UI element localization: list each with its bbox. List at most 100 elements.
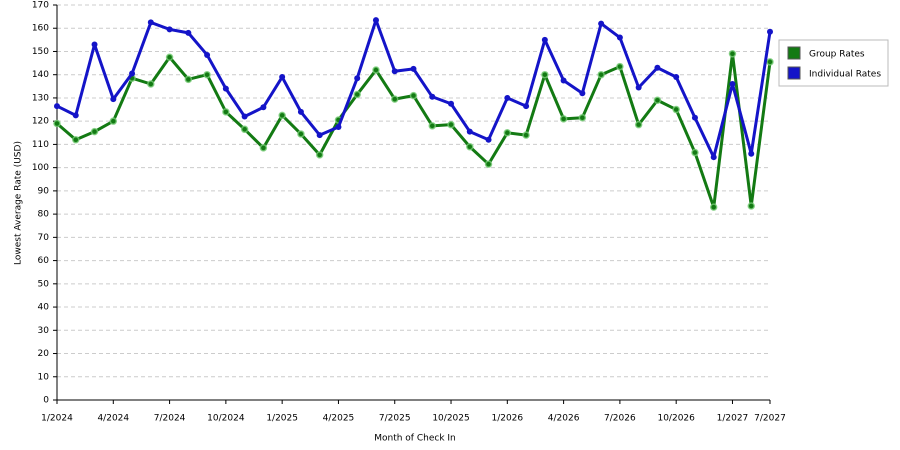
y-tick-label: 160 bbox=[32, 24, 49, 34]
data-point bbox=[672, 105, 680, 114]
data-point bbox=[504, 94, 511, 101]
x-tick-label: 10/2024 bbox=[207, 414, 245, 424]
data-point bbox=[522, 131, 530, 139]
y-tick-label: 20 bbox=[38, 349, 50, 359]
data-point bbox=[691, 114, 698, 121]
data-point bbox=[72, 112, 79, 119]
data-point bbox=[297, 108, 304, 115]
data-point bbox=[634, 120, 643, 129]
data-point bbox=[616, 34, 623, 41]
x-tick-label: 4/2025 bbox=[323, 414, 355, 424]
data-point bbox=[710, 154, 717, 161]
y-tick-label: 100 bbox=[32, 163, 49, 173]
data-point bbox=[222, 108, 230, 116]
data-point bbox=[185, 29, 192, 36]
data-point bbox=[372, 66, 380, 74]
y-tick-label: 50 bbox=[38, 279, 50, 289]
data-point bbox=[728, 50, 737, 58]
data-point bbox=[316, 132, 323, 139]
data-point bbox=[466, 142, 474, 151]
data-point bbox=[166, 26, 173, 33]
legend-swatch bbox=[787, 46, 801, 60]
series-line bbox=[56, 52, 772, 209]
data-point bbox=[165, 53, 174, 62]
data-point bbox=[110, 96, 117, 103]
data-point bbox=[766, 58, 774, 66]
data-point bbox=[448, 100, 455, 107]
data-point bbox=[409, 91, 418, 100]
x-tick-label: 7/2025 bbox=[379, 414, 411, 424]
data-point bbox=[353, 90, 361, 99]
data-point bbox=[767, 28, 773, 35]
data-point bbox=[503, 129, 512, 137]
data-point bbox=[485, 136, 492, 143]
data-point bbox=[410, 65, 417, 72]
data-point bbox=[54, 103, 60, 110]
y-tick-label: 0 bbox=[43, 396, 49, 406]
data-point bbox=[260, 104, 267, 111]
data-point bbox=[559, 115, 568, 123]
data-point bbox=[259, 144, 268, 152]
data-point bbox=[278, 111, 286, 120]
x-tick-label: 10/2026 bbox=[657, 414, 695, 424]
data-point bbox=[579, 90, 586, 97]
data-point bbox=[91, 41, 98, 48]
data-point bbox=[447, 120, 455, 129]
data-point bbox=[147, 19, 154, 26]
data-point bbox=[635, 84, 642, 91]
x-tick-label: 4/2026 bbox=[548, 414, 580, 424]
x-tick-label: 4/2024 bbox=[97, 414, 129, 424]
data-point bbox=[747, 202, 755, 210]
legend-label: Group Rates bbox=[809, 50, 865, 60]
x-tick-label: 7/2026 bbox=[604, 414, 636, 424]
data-point bbox=[541, 36, 548, 43]
data-point bbox=[354, 75, 361, 82]
data-point bbox=[129, 70, 136, 77]
y-tick-label: 110 bbox=[32, 140, 49, 150]
legend-swatch bbox=[787, 66, 801, 80]
data-point bbox=[654, 64, 661, 71]
x-tick-label: 1/2027 bbox=[717, 414, 749, 424]
legend-label: Individual Rates bbox=[809, 70, 881, 80]
data-point bbox=[748, 150, 755, 157]
series-line bbox=[56, 18, 772, 159]
data-point bbox=[109, 117, 118, 125]
y-tick-label: 170 bbox=[32, 1, 49, 11]
x-tick-label: 7/2027 bbox=[754, 414, 786, 424]
data-point bbox=[297, 130, 305, 138]
data-point bbox=[241, 113, 248, 120]
data-point bbox=[598, 20, 605, 27]
data-point bbox=[147, 80, 155, 88]
y-tick-label: 40 bbox=[38, 303, 50, 313]
data-point bbox=[203, 70, 211, 79]
y-axis-label: Lowest Average Rate (USD) bbox=[14, 141, 24, 265]
data-point bbox=[466, 128, 473, 135]
data-point bbox=[391, 68, 398, 75]
y-tick-label: 30 bbox=[38, 326, 50, 336]
y-tick-label: 150 bbox=[32, 47, 49, 57]
y-tick-label: 80 bbox=[38, 210, 50, 220]
data-point bbox=[691, 148, 699, 157]
x-tick-label: 1/2024 bbox=[41, 414, 73, 424]
y-tick-label: 70 bbox=[38, 233, 50, 243]
data-point bbox=[53, 119, 61, 128]
data-point bbox=[204, 51, 211, 58]
data-point bbox=[222, 85, 229, 92]
data-point bbox=[335, 123, 342, 130]
data-point bbox=[184, 75, 193, 84]
x-tick-label: 1/2025 bbox=[266, 414, 298, 424]
x-axis-label: Month of Check In bbox=[374, 434, 456, 444]
y-tick-label: 130 bbox=[32, 93, 49, 103]
data-point bbox=[90, 127, 99, 136]
data-point bbox=[523, 103, 530, 110]
data-point bbox=[428, 122, 437, 130]
data-point bbox=[578, 113, 587, 122]
data-point bbox=[484, 160, 493, 168]
data-point bbox=[653, 96, 662, 105]
data-point bbox=[729, 81, 736, 87]
y-tick-label: 10 bbox=[38, 372, 50, 382]
y-tick-label: 120 bbox=[32, 117, 49, 127]
data-point bbox=[240, 125, 249, 134]
data-point bbox=[372, 17, 379, 24]
